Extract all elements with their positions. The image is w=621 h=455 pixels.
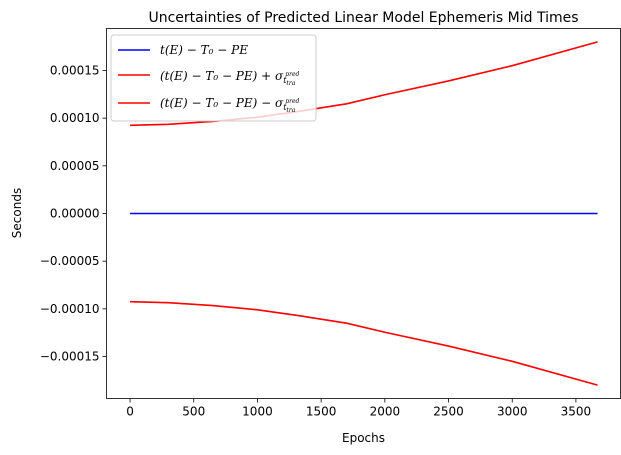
y-axis-label: Seconds <box>10 188 24 238</box>
x-tick-label: 2000 <box>370 405 401 419</box>
legend-sigma-sup-2: pred <box>285 71 299 78</box>
legend-box <box>110 34 317 122</box>
legend-sigma-subsub-3: tra <box>286 107 295 114</box>
plot-lines <box>130 41 598 386</box>
y-tick-label: 0.00000 <box>50 207 100 221</box>
x-tick-label: 0 <box>126 405 134 419</box>
legend-label-series-2: (t(E) − T₀ − PE) + σttrapred <box>160 69 300 87</box>
x-axis: 0 500 1000 1500 2000 2500 3000 3500 <box>126 398 592 419</box>
x-tick-label: 500 <box>182 405 205 419</box>
legend-sigma-subsub-2: tra <box>286 80 295 87</box>
legend-sigma-sup-3: pred <box>285 98 299 105</box>
x-tick-label: 3500 <box>561 405 592 419</box>
series-line-2 <box>130 41 598 127</box>
x-tick-label: 3000 <box>497 405 528 419</box>
y-tick-label: 0.00015 <box>50 63 100 77</box>
y-tick-label: 0.00010 <box>50 111 100 125</box>
x-axis-label: Epochs <box>342 431 385 445</box>
chart-title: Uncertainties of Predicted Linear Model … <box>148 10 578 26</box>
y-tick-label: 0.00005 <box>50 159 100 173</box>
legend-sigma-sub-2: t <box>283 76 287 85</box>
legend-label-series-1: t(E) − T₀ − PE <box>160 43 248 57</box>
x-tick-label: 2500 <box>433 405 464 419</box>
legend: t(E) − T₀ − PE (t(E) − T₀ − PE) + σttrap… <box>110 34 317 122</box>
legend-label-series-3: (t(E) − T₀ − PE) − σttrapred <box>160 96 300 114</box>
y-axis: −0.00015 −0.00010 −0.00005 0.00000 0.00005 0.… <box>40 63 107 364</box>
legend-sigma-sub-3: t <box>283 103 287 112</box>
y-tick-label: −0.00015 <box>40 350 100 364</box>
y-tick-label: −0.00010 <box>40 302 100 316</box>
x-tick-label: 1500 <box>306 405 337 419</box>
x-tick-label: 1000 <box>242 405 273 419</box>
y-tick-label: −0.00005 <box>40 254 100 268</box>
series-line-3 <box>130 300 598 386</box>
